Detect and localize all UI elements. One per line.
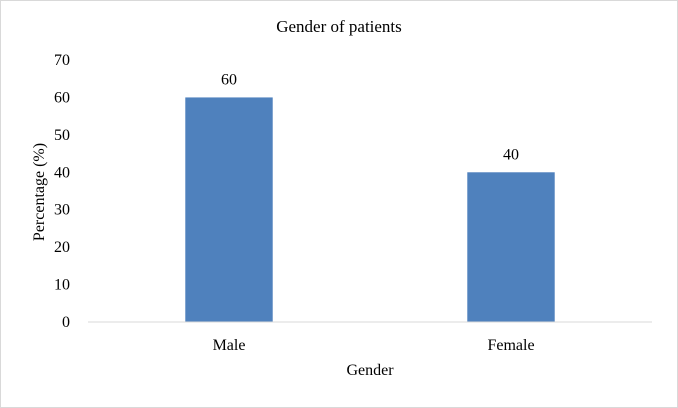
y-tick-label: 30 [54,202,70,219]
y-axis-label: Percentage (%) [31,143,48,241]
chart-title: Gender of patients [276,17,402,36]
data-labels-group: 60 40 [221,71,519,163]
bar-female [467,172,555,322]
bars-group [185,97,555,322]
y-tick-label: 60 [54,89,70,106]
y-tick-label: 0 [62,314,70,331]
y-axis-ticks: 0 10 20 30 40 50 60 70 [54,52,70,331]
y-tick-label: 50 [54,127,70,144]
category-label-female: Female [487,337,534,354]
bar-male [185,97,273,322]
category-label-male: Male [213,337,246,354]
y-tick-label: 40 [54,164,70,181]
y-tick-label: 10 [54,277,70,294]
category-labels-group: Male Female [213,337,535,354]
data-label-male: 60 [221,71,237,88]
y-tick-label: 20 [54,239,70,256]
y-tick-label: 70 [54,52,70,69]
data-label-female: 40 [503,146,519,163]
x-axis-label: Gender [346,362,394,379]
